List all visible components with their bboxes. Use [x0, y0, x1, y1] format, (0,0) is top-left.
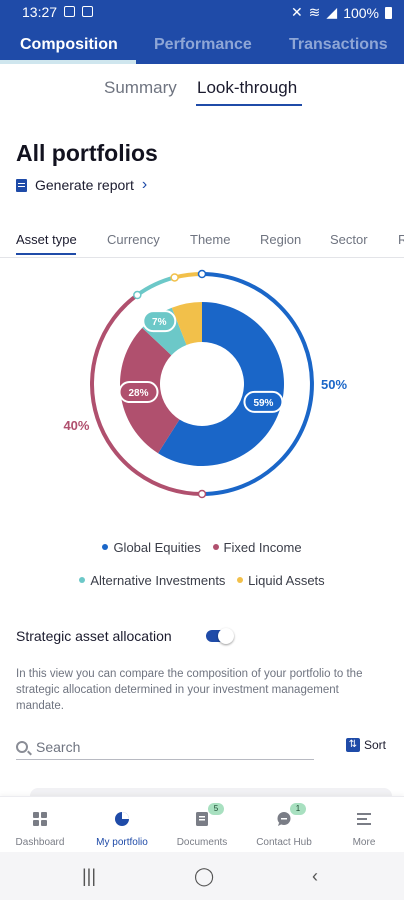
- value-label-fixed-income: 28%: [128, 388, 148, 399]
- signal-icon: ◢: [326, 4, 338, 20]
- main-tabs: Composition Performance Transactions: [0, 28, 404, 64]
- donut-chart-svg: 50% 40% 59% 28% 7%: [63, 269, 347, 499]
- nav-my-portfolio[interactable]: My portfolio: [82, 797, 162, 853]
- legend-item-global-equities: Global Equities: [102, 539, 201, 555]
- page-title: All portfolios: [16, 140, 158, 166]
- view-subtabs: Summary Look-through: [0, 74, 404, 108]
- chat-icon: [277, 812, 291, 826]
- value-pill-alternative-investments: [142, 310, 177, 333]
- value-pill-fixed-income: [118, 381, 159, 404]
- sort-label: Sort: [364, 738, 387, 752]
- nav-label: Documents: [176, 837, 228, 848]
- dashboard-icon: [33, 812, 47, 826]
- nav-contact-hub[interactable]: 1 Contact Hub: [244, 797, 324, 853]
- legend-label: Liquid Assets: [248, 572, 325, 588]
- system-navigation-bar: ||| ◯ ‹: [0, 852, 404, 900]
- legend-dot: [212, 544, 219, 550]
- nav-documents[interactable]: 5 Documents: [162, 797, 242, 853]
- outer-ring-marker-0: [197, 269, 207, 279]
- filter-tab-region-more[interactable]: R: [398, 232, 404, 247]
- legend-label: Fixed Income: [223, 539, 302, 555]
- sort-button[interactable]: ⇅ Sort: [346, 738, 386, 752]
- outer-ring-arc-1: [90, 293, 203, 496]
- tab-performance[interactable]: Performance: [154, 36, 252, 53]
- active-tab-indicator: [0, 60, 136, 64]
- mute-icon: ✕: [290, 4, 303, 20]
- nav-label: Contact Hub: [256, 837, 312, 848]
- nav-more[interactable]: More: [324, 797, 404, 853]
- subtab-summary[interactable]: Summary: [104, 78, 177, 97]
- legend-item-liquid-assets: Liquid Assets: [237, 573, 325, 588]
- sort-icon: ⇅: [346, 738, 360, 752]
- value-label-alternative-investments: 7%: [152, 317, 167, 328]
- allocation-chart: 50% 40% 59% 28% 7%: [0, 262, 404, 522]
- outer-ring-arc-0: [201, 272, 314, 496]
- legend-item-alternative-investments: Alternative Investments: [79, 573, 225, 588]
- gallery-notification-icon: [64, 6, 75, 17]
- recent-apps-icon[interactable]: |||: [82, 866, 97, 886]
- tab-transactions[interactable]: Transactions: [289, 36, 388, 53]
- document-icon: [196, 812, 208, 826]
- nav-label: Dashboard: [15, 837, 65, 848]
- report-icon: [16, 178, 27, 192]
- toggle-knob: [218, 628, 234, 644]
- outer-ring-marker-1: [197, 489, 207, 499]
- documents-badge: 5: [208, 803, 224, 815]
- legend-dot: [237, 577, 244, 583]
- legend-item-fixed-income: Fixed Income: [212, 539, 302, 555]
- filter-tab-sector[interactable]: Sector: [330, 232, 368, 247]
- filter-tab-region[interactable]: Region: [260, 232, 302, 247]
- value-pill-global-equities: [243, 390, 284, 413]
- search-placeholder: Search: [36, 738, 81, 755]
- strategic-allocation-label: Strategic asset allocation: [16, 628, 172, 644]
- message-notification-icon: [82, 6, 93, 17]
- contact-hub-badge: 1: [290, 803, 306, 815]
- subtab-look-through[interactable]: Look-through: [197, 78, 298, 97]
- filter-tab-asset-type[interactable]: Asset type: [16, 232, 77, 247]
- nav-label: My portfolio: [96, 837, 148, 848]
- outer-ring-label-1: 40%: [63, 418, 89, 433]
- chevron-right-icon: ›: [141, 176, 148, 193]
- battery-percent: 100%: [343, 4, 379, 21]
- strategic-allocation-toggle[interactable]: [206, 628, 234, 644]
- outer-ring-label-0: 50%: [321, 377, 347, 392]
- generate-report-label: Generate report: [35, 177, 134, 193]
- search-icon: [16, 740, 28, 753]
- outer-ring-arc-2: [136, 275, 176, 297]
- status-bar: 13:27 ✕ ≋ ◢ 100%: [0, 0, 404, 26]
- tab-composition[interactable]: Composition: [20, 36, 118, 53]
- donut-slice-global-equities: [158, 302, 284, 466]
- wifi-icon: ≋: [308, 4, 321, 20]
- value-label-global-equities: 59%: [253, 398, 273, 409]
- legend-label: Alternative Investments: [90, 572, 226, 588]
- donut-slice-liquid-assets: [171, 302, 202, 345]
- subtab-indicator: [196, 104, 302, 106]
- filter-tabs: Asset type Currency Theme Region Sector …: [0, 226, 404, 258]
- pie-chart-icon: [115, 812, 129, 826]
- strategic-allocation-description: In this view you can compare the composi…: [16, 668, 363, 712]
- legend-dot: [79, 577, 86, 583]
- top-app-bar: 13:27 ✕ ≋ ◢ 100% Composition Performance…: [0, 0, 404, 64]
- legend-dot: [102, 544, 109, 550]
- chart-legend-row-2: Alternative Investments Liquid Assets: [0, 571, 404, 588]
- chart-legend: Global Equities Fixed Income: [0, 538, 404, 555]
- generate-report-link[interactable]: Generate report ›: [16, 176, 147, 194]
- nav-dashboard[interactable]: Dashboard: [0, 797, 80, 853]
- legend-label: Global Equities: [113, 539, 201, 555]
- bottom-navigation: Dashboard My portfolio 5 Documents 1 Con…: [0, 796, 404, 852]
- nav-label: More: [352, 837, 376, 848]
- status-time: 13:27: [22, 4, 58, 20]
- filter-tab-currency[interactable]: Currency: [107, 232, 160, 247]
- filter-tab-indicator: [16, 253, 76, 255]
- status-right: ✕ ≋ ◢ 100%: [291, 4, 392, 21]
- filter-tab-theme[interactable]: Theme: [190, 232, 231, 247]
- search-field[interactable]: Search: [16, 734, 314, 760]
- outer-ring-marker-3: [170, 273, 179, 282]
- outer-ring-marker-2: [133, 290, 142, 300]
- battery-icon: [385, 6, 392, 19]
- home-icon[interactable]: ◯: [194, 866, 215, 886]
- back-icon[interactable]: ‹: [312, 866, 318, 886]
- menu-icon: [357, 813, 371, 825]
